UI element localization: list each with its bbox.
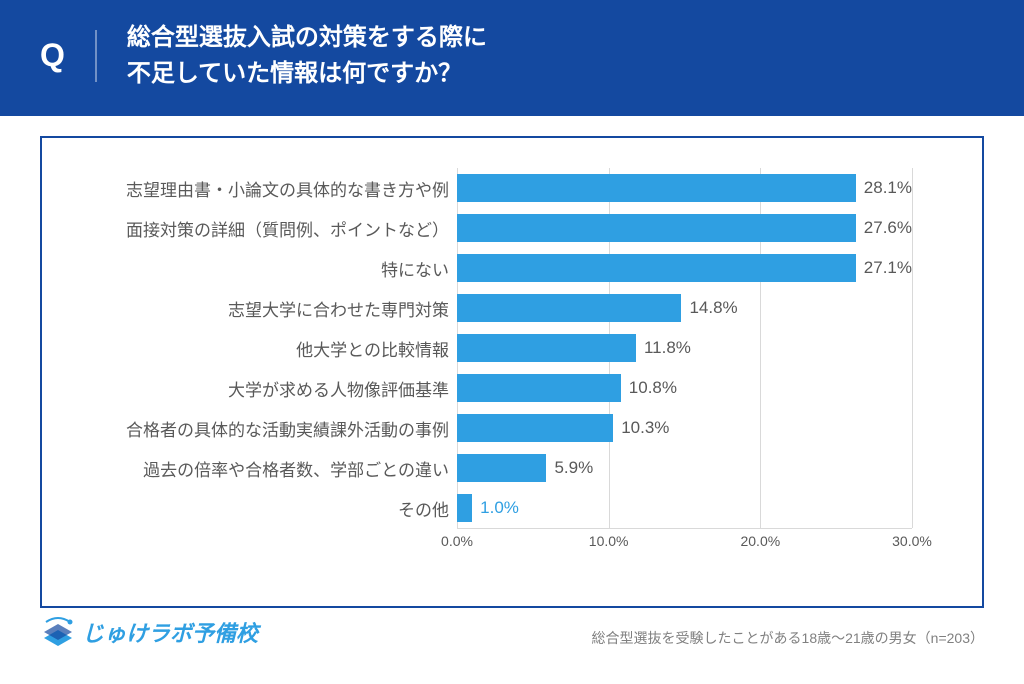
bar-track: 27.6% [457,208,912,248]
question-line2: 不足していた情報は何ですか？ [127,60,462,87]
logo-text: じゅけラボ予備校 [82,616,258,648]
footer: じゅけラボ予備校 総合型選抜を受験したことがある18歳～21歳の男女（n=203… [0,608,1024,648]
gridline [912,168,913,528]
bar-fill [457,294,681,322]
bar-label: 他大学との比較情報 [296,336,457,361]
q-mark: Q [40,30,97,81]
bar-track: 10.8% [457,368,912,408]
bar-fill [457,494,472,522]
question-line1: 総合型選抜入試の対策をする際に [127,24,487,51]
x-tick: 30.0% [892,533,932,549]
bar-track: 11.8% [457,328,912,368]
x-axis: 0.0%10.0%20.0%30.0% [457,528,912,553]
bar-row: その他1.0% [457,488,912,528]
bar-label: その他 [398,496,457,521]
bar-fill [457,454,546,482]
bar-label: 合格者の具体的な活動実績課外活動の事例 [126,416,457,441]
x-tick: 20.0% [740,533,780,549]
bar-value: 27.6% [864,218,912,238]
bar-value: 14.8% [689,298,737,318]
bar-row: 志望理由書・小論文の具体的な書き方や例28.1% [457,168,912,208]
bar-row: 面接対策の詳細（質問例、ポイントなど）27.6% [457,208,912,248]
bar-track: 5.9% [457,448,912,488]
logo-icon [40,616,76,648]
x-tick: 10.0% [589,533,629,549]
chart-container: 志望理由書・小論文の具体的な書き方や例28.1%面接対策の詳細（質問例、ポイント… [40,136,984,608]
bar-fill [457,374,621,402]
bar-label: 過去の倍率や合格者数、学部ごとの違い [143,456,457,481]
bar-fill [457,334,636,362]
bar-track: 1.0% [457,488,912,528]
bar-value: 28.1% [864,178,912,198]
bar-value: 10.3% [621,418,669,438]
bar-fill [457,414,613,442]
chart-area: 志望理由書・小論文の具体的な書き方や例28.1%面接対策の詳細（質問例、ポイント… [82,168,942,553]
bars-wrapper: 志望理由書・小論文の具体的な書き方や例28.1%面接対策の詳細（質問例、ポイント… [457,168,912,528]
bar-value: 27.1% [864,258,912,278]
bar-track: 14.8% [457,288,912,328]
bar-value: 11.8% [644,338,691,358]
x-tick: 0.0% [441,533,473,549]
bar-fill [457,174,856,202]
header: Q 総合型選抜入試の対策をする際に 不足していた情報は何ですか？ [0,0,1024,116]
question-text: 総合型選抜入試の対策をする際に 不足していた情報は何ですか？ [127,20,487,92]
bar-fill [457,214,856,242]
bar-row: 特にない27.1% [457,248,912,288]
bar-row: 志望大学に合わせた専門対策14.8% [457,288,912,328]
bar-label: 志望理由書・小論文の具体的な書き方や例 [126,176,457,201]
bar-label: 大学が求める人物像評価基準 [228,376,457,401]
bar-label: 面接対策の詳細（質問例、ポイントなど） [126,216,457,241]
bar-track: 10.3% [457,408,912,448]
bar-value: 5.9% [554,458,593,478]
bar-row: 過去の倍率や合格者数、学部ごとの違い5.9% [457,448,912,488]
bar-label: 特にない [381,256,457,281]
bar-fill [457,254,856,282]
bar-value: 10.8% [629,378,677,398]
bar-row: 他大学との比較情報11.8% [457,328,912,368]
bar-row: 大学が求める人物像評価基準10.8% [457,368,912,408]
bar-track: 28.1% [457,168,912,208]
bar-row: 合格者の具体的な活動実績課外活動の事例10.3% [457,408,912,448]
bar-track: 27.1% [457,248,912,288]
bar-value: 1.0% [480,498,519,518]
logo: じゅけラボ予備校 [40,616,258,648]
bar-label: 志望大学に合わせた専門対策 [228,296,457,321]
footnote: 総合型選抜を受験したことがある18歳～21歳の男女（n=203） [592,628,984,648]
